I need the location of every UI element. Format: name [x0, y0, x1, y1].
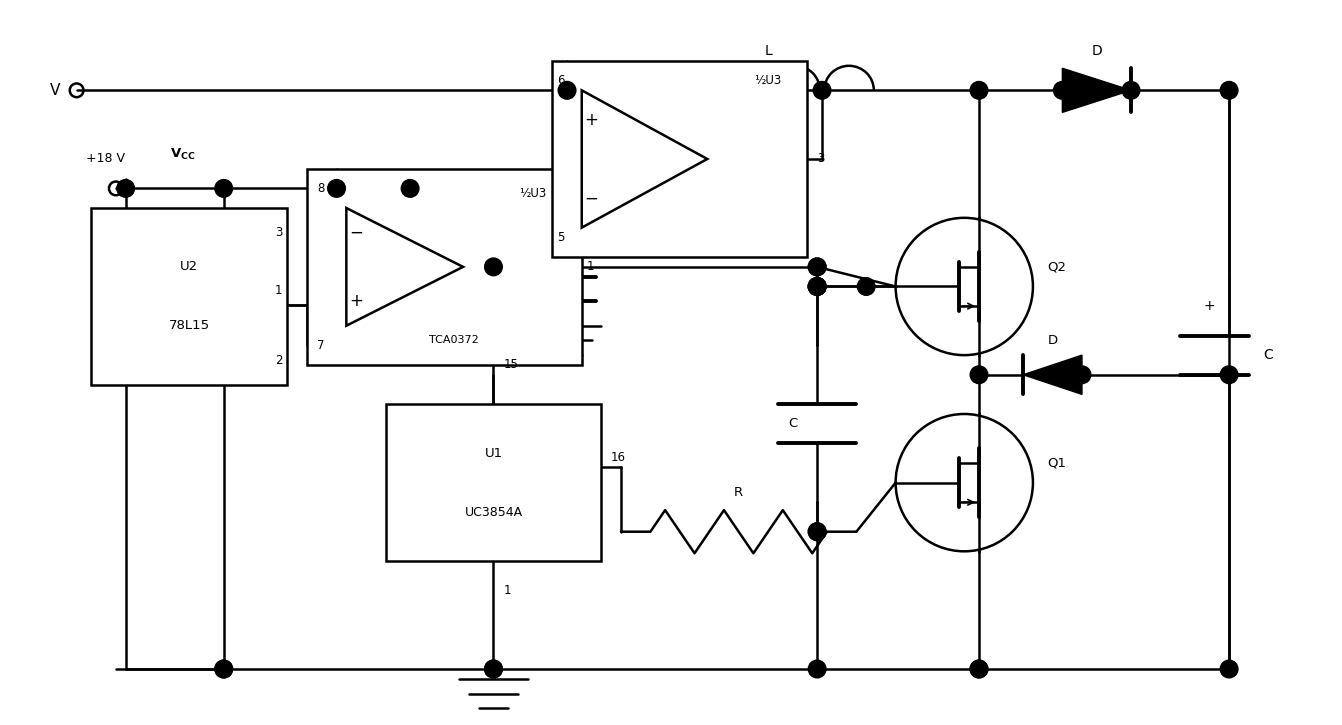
Circle shape — [484, 258, 502, 276]
Circle shape — [215, 180, 232, 197]
Circle shape — [484, 660, 502, 678]
Text: D: D — [1048, 334, 1057, 347]
Circle shape — [970, 660, 988, 678]
Text: 6: 6 — [557, 74, 565, 87]
Circle shape — [808, 278, 825, 295]
Text: V: V — [50, 83, 60, 98]
Text: +18 V: +18 V — [86, 152, 125, 165]
Text: Q1: Q1 — [1048, 457, 1067, 470]
Text: ½U3: ½U3 — [754, 74, 782, 87]
Text: TCA0372: TCA0372 — [429, 336, 479, 345]
Circle shape — [808, 523, 825, 541]
Bar — [385, 404, 601, 561]
Circle shape — [484, 660, 502, 678]
Text: U1: U1 — [484, 447, 502, 460]
Text: −: − — [585, 189, 599, 207]
Text: $\mathbf{V_{CC}}$: $\mathbf{V_{CC}}$ — [170, 146, 195, 162]
Text: 1: 1 — [275, 284, 283, 297]
Circle shape — [1122, 81, 1139, 99]
Text: 5: 5 — [557, 231, 565, 244]
Text: 3: 3 — [817, 152, 824, 165]
Text: C: C — [1263, 348, 1274, 362]
Text: 7: 7 — [317, 339, 325, 352]
Text: 2: 2 — [275, 354, 283, 367]
Text: L: L — [764, 44, 772, 58]
Text: U2: U2 — [180, 260, 199, 273]
Text: 3: 3 — [275, 226, 283, 239]
Circle shape — [215, 660, 232, 678]
Text: 1: 1 — [503, 584, 511, 597]
Text: 1: 1 — [586, 260, 595, 273]
Circle shape — [327, 180, 345, 197]
Text: +: + — [585, 111, 599, 129]
Circle shape — [808, 258, 825, 276]
Bar — [553, 61, 808, 257]
Circle shape — [808, 278, 825, 295]
Circle shape — [813, 81, 831, 99]
Circle shape — [808, 278, 825, 295]
Bar — [91, 208, 287, 384]
Circle shape — [808, 660, 825, 678]
Bar — [307, 169, 581, 365]
Text: D: D — [1091, 44, 1102, 58]
Text: 78L15: 78L15 — [169, 319, 209, 332]
Circle shape — [858, 278, 875, 295]
Circle shape — [808, 523, 825, 541]
Polygon shape — [1023, 355, 1082, 394]
Circle shape — [970, 366, 988, 384]
Text: Q2: Q2 — [1048, 260, 1067, 273]
Circle shape — [1053, 81, 1071, 99]
Text: 16: 16 — [611, 451, 627, 464]
Circle shape — [117, 180, 134, 197]
Circle shape — [1220, 81, 1237, 99]
Text: C: C — [788, 418, 797, 431]
Circle shape — [558, 81, 576, 99]
Text: +: + — [349, 292, 364, 310]
Circle shape — [1220, 366, 1237, 384]
Circle shape — [970, 81, 988, 99]
Circle shape — [808, 278, 825, 295]
Text: +: + — [1204, 299, 1216, 313]
Polygon shape — [1063, 68, 1131, 112]
Text: −: − — [349, 223, 364, 241]
Text: R: R — [734, 486, 743, 499]
Text: ½U3: ½U3 — [519, 187, 546, 200]
Circle shape — [1074, 366, 1091, 384]
Circle shape — [1220, 660, 1237, 678]
Circle shape — [808, 258, 825, 276]
Text: 8: 8 — [317, 182, 325, 195]
Circle shape — [970, 660, 988, 678]
Circle shape — [401, 180, 419, 197]
Text: 15: 15 — [503, 358, 518, 371]
Text: UC3854A: UC3854A — [464, 505, 522, 518]
Circle shape — [215, 660, 232, 678]
